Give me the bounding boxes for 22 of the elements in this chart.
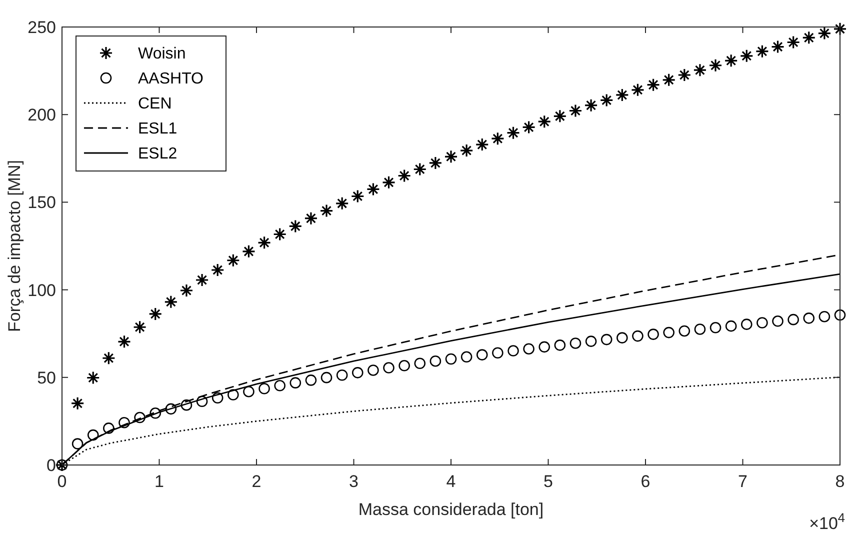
y-tick-label: 0 xyxy=(46,456,56,475)
legend-label: AASHTO xyxy=(138,70,204,88)
text: ×10$^{4}$ xyxy=(809,510,845,533)
legend-label: ESL1 xyxy=(138,120,178,138)
legend-label: ESL2 xyxy=(138,146,178,163)
y-tick-label: 150 xyxy=(28,193,56,212)
legend-label: Woisin xyxy=(138,46,186,63)
y-tick-label: 200 xyxy=(28,106,56,125)
x-tick-label: 5 xyxy=(544,472,553,491)
x-axis-title: Massa considerada [ton] xyxy=(358,500,544,519)
x-tick-label: 8 xyxy=(835,472,845,491)
y-tick-label: 100 xyxy=(28,280,56,300)
y-axis-title: Força de impacto [MN] xyxy=(5,160,24,332)
x-tick-label: 3 xyxy=(349,472,358,491)
x-tick-label: 2 xyxy=(252,472,262,491)
x-tick-label: 4 xyxy=(446,472,456,491)
legend-label: CEN xyxy=(138,96,172,113)
y-tick-label: 250 xyxy=(28,18,56,37)
y-tick-label: 50 xyxy=(37,368,56,388)
x-tick-label: 6 xyxy=(640,472,650,491)
x-tick-label: 1 xyxy=(154,472,164,491)
x-tick-label: 7 xyxy=(738,472,748,491)
